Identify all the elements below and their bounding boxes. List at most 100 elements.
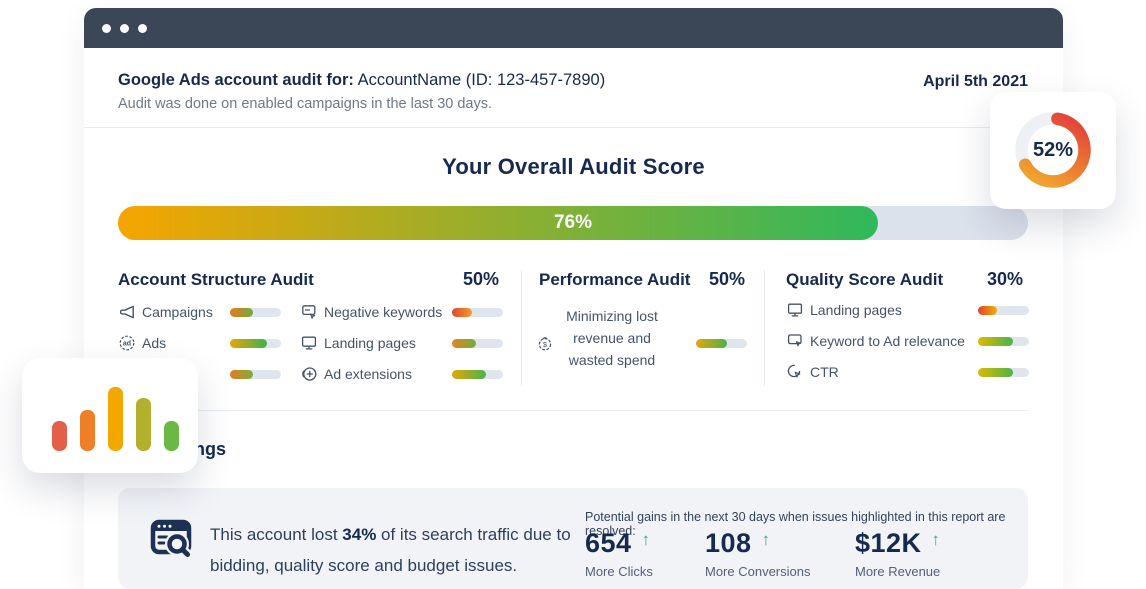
hidden-item-progress-fill xyxy=(230,370,254,379)
report-title: Google Ads account audit for: AccountNam… xyxy=(118,71,605,90)
hidden-item-progress xyxy=(230,370,281,379)
finding-highlight: 34% xyxy=(342,525,377,544)
browser-cursor-icon xyxy=(786,332,804,350)
report-window: Google Ads account audit for: AccountNam… xyxy=(84,8,1063,589)
overall-score-bar: 76% xyxy=(118,206,1028,240)
ctr-progress xyxy=(978,368,1029,377)
audit-item-negative-keywords: Negative keywords xyxy=(300,303,442,321)
circle-plus-icon xyxy=(300,365,318,383)
bar-chart-card xyxy=(22,358,198,473)
overall-score-title: Your Overall Audit Score xyxy=(442,154,705,179)
account-structure-score: 50% xyxy=(463,269,500,289)
qs-landing-pages-progress xyxy=(978,306,1029,315)
negative-keywords-progress xyxy=(452,308,503,317)
gains-caption: Potential gains in the next 30 days when… xyxy=(585,510,1006,538)
chart-bar xyxy=(136,398,151,451)
svg-text:$: $ xyxy=(543,342,547,349)
search-report-icon xyxy=(148,517,194,568)
ctr-progress-fill xyxy=(978,368,1013,377)
stat-more-clicks: 654 ↑ More Clicks xyxy=(585,528,653,579)
stat-value: 108 xyxy=(705,528,752,558)
audit-item-label: Ads xyxy=(142,335,167,351)
audit-item-campaigns: Campaigns xyxy=(118,303,213,321)
stat-value: 654 xyxy=(585,528,632,558)
ads-progress-fill xyxy=(230,339,267,348)
overall-score-value: 76% xyxy=(553,212,593,233)
landing-pages-progress-fill xyxy=(452,339,477,348)
header-divider xyxy=(84,127,1063,128)
monitor-icon xyxy=(300,334,318,352)
report-title-bold: Google Ads account audit for: xyxy=(118,71,354,89)
performance-audit-title: Performance Audit xyxy=(539,270,691,289)
window-control-icon[interactable] xyxy=(120,23,129,33)
up-arrow-icon: ↑ xyxy=(931,530,941,549)
chart-bar xyxy=(80,410,95,451)
campaigns-progress-fill xyxy=(230,308,254,317)
ads-progress xyxy=(230,339,281,348)
window-control-icon[interactable] xyxy=(102,23,111,33)
ad-extensions-progress xyxy=(452,370,503,379)
donut-score-value: 52% xyxy=(1032,139,1074,161)
findings-card: This account lost 34% of its search traf… xyxy=(118,488,1028,589)
donut-score-card: 52% xyxy=(990,92,1116,209)
overall-score-fill xyxy=(118,206,878,240)
report-subtitle: Audit was done on enabled campaigns in t… xyxy=(118,96,493,112)
negative-keywords-progress-fill xyxy=(452,308,473,317)
svg-text:ad: ad xyxy=(123,340,131,347)
click-icon xyxy=(786,363,804,381)
audit-item-label: Negative keywords xyxy=(324,304,443,320)
audit-item-ad-extensions: Ad extensions xyxy=(300,365,412,383)
up-arrow-icon: ↑ xyxy=(641,530,651,549)
stat-label: More Clicks xyxy=(585,564,653,579)
stat-label: More Conversions xyxy=(705,564,811,579)
audit-item-label: Keyword to Ad relevance xyxy=(810,333,965,349)
landing-pages-progress xyxy=(452,339,503,348)
audit-item-landing-pages: Landing pages xyxy=(300,334,416,352)
audit-item-keyword-relevance: Keyword to Ad relevance xyxy=(786,332,965,350)
audit-item-label: CTR xyxy=(810,364,839,380)
performance-progress-fill xyxy=(696,339,727,348)
performance-audit-score: 50% xyxy=(709,269,746,289)
section-divider xyxy=(118,410,1028,411)
qs-landing-pages-progress-fill xyxy=(978,306,997,315)
performance-item-label: Minimizing lost revenue and wasted spend xyxy=(566,308,658,368)
quality-score-title: Quality Score Audit xyxy=(786,270,944,289)
keyword-relevance-progress xyxy=(978,337,1029,346)
donut-gauge-icon xyxy=(1015,112,1091,188)
column-divider xyxy=(764,270,765,386)
chart-bar xyxy=(164,421,179,451)
stat-value: $12K xyxy=(855,528,922,558)
chart-bar xyxy=(52,421,67,451)
finding-text-pre: This account lost xyxy=(210,525,343,544)
chart-bar xyxy=(108,387,123,451)
account-structure-title: Account Structure Audit xyxy=(118,270,314,289)
ad-extensions-progress-fill xyxy=(452,370,486,379)
up-arrow-icon: ↑ xyxy=(761,530,771,549)
audit-item-ads: ad Ads xyxy=(118,334,166,352)
stat-more-conversions: 108 ↑ More Conversions xyxy=(705,528,811,579)
audit-item-label: Campaigns xyxy=(142,304,213,320)
negative-keywords-icon xyxy=(300,303,318,321)
finding-statement: This account lost 34% of its search traf… xyxy=(210,519,620,581)
audit-item-label: Landing pages xyxy=(324,335,416,351)
ad-badge-icon: ad xyxy=(118,334,136,352)
audit-item-qs-landing-pages: Landing pages xyxy=(786,301,902,319)
stat-label: More Revenue xyxy=(855,564,941,579)
report-title-account: AccountName (ID: 123-457-7890) xyxy=(353,71,606,89)
keyword-relevance-progress-fill xyxy=(978,337,1013,346)
report-date: April 5th 2021 xyxy=(923,73,1028,90)
window-control-icon[interactable] xyxy=(138,23,147,33)
campaigns-progress xyxy=(230,308,281,317)
money-bag-icon: $ xyxy=(536,334,554,352)
quality-score-score: 30% xyxy=(987,269,1024,289)
performance-progress xyxy=(696,339,747,348)
stat-more-revenue: $12K ↑ More Revenue xyxy=(855,528,940,579)
window-titlebar xyxy=(84,8,1063,48)
audit-item-label: Ad extensions xyxy=(324,366,412,382)
column-divider xyxy=(521,270,522,386)
monitor-icon xyxy=(786,301,804,319)
finding-text-post: of its search traffic due to bidding, qu… xyxy=(210,525,571,575)
megaphone-icon xyxy=(118,303,136,321)
audit-item-label: Landing pages xyxy=(810,302,902,318)
